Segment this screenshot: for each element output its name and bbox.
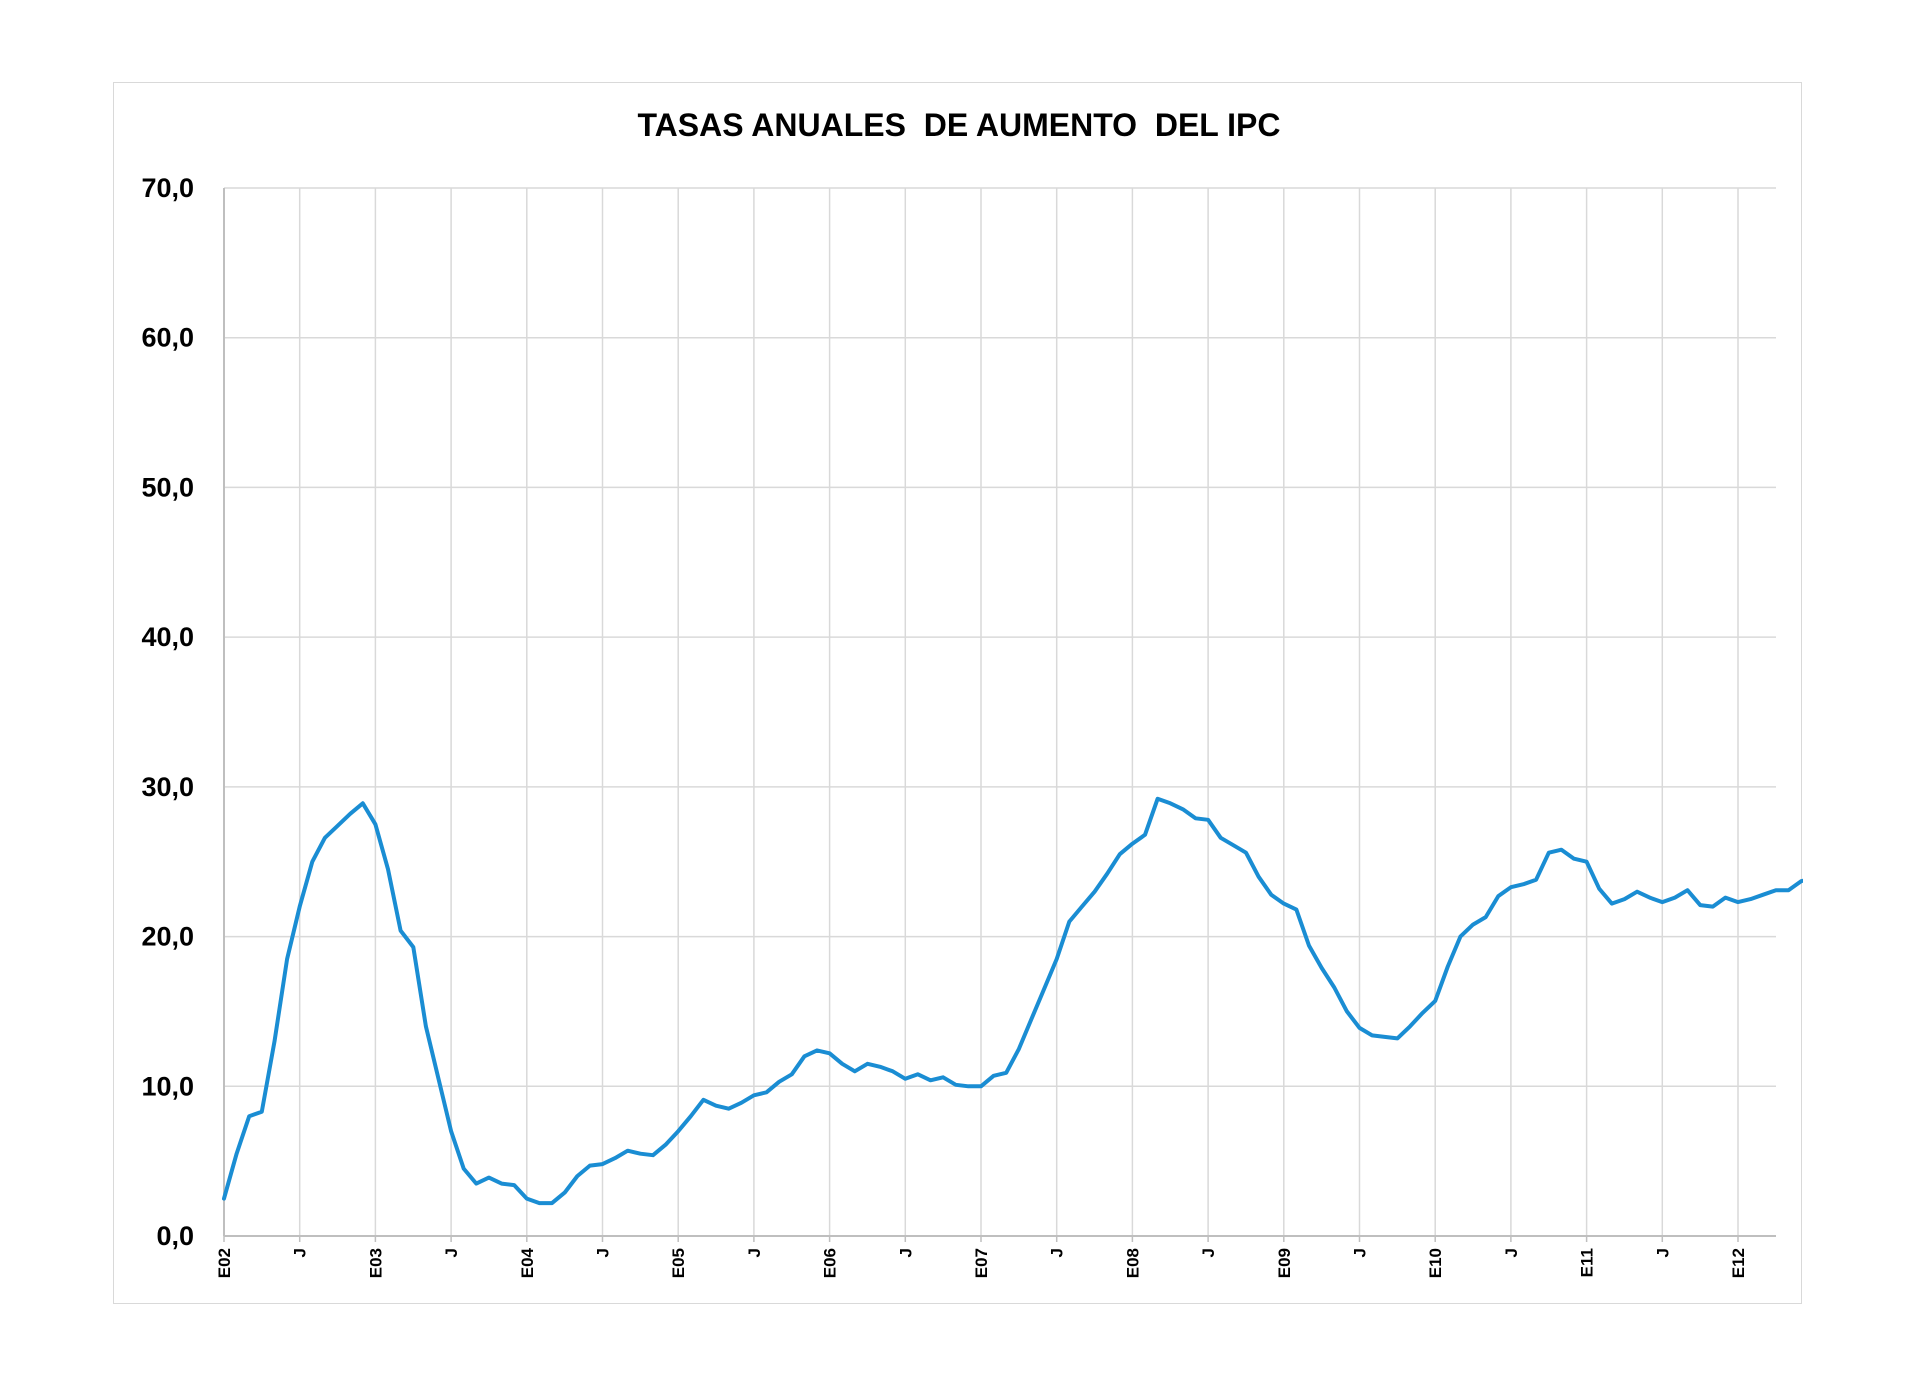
x-tick-label: J <box>1199 1248 1218 1257</box>
x-tick-label: J <box>291 1248 310 1257</box>
y-tick-label: 0,0 <box>156 1221 194 1251</box>
x-tick-label: E08 <box>1123 1248 1142 1278</box>
series-line-ipc <box>222 796 1803 1206</box>
series-layer <box>222 796 1803 1206</box>
x-tick-label: J <box>896 1248 915 1257</box>
y-tick-label: 10,0 <box>141 1071 194 1101</box>
x-tick-label: J <box>442 1248 461 1257</box>
vertical-gridlines <box>298 188 1739 1236</box>
chart-svg: TASAS ANUALES DE AUMENTO DEL IPC 0,0 10,0… <box>141 107 1803 1278</box>
axes <box>223 188 1776 1237</box>
x-tick-label: E05 <box>669 1248 688 1278</box>
y-tick-label: 50,0 <box>141 472 194 502</box>
x-tick-label: J <box>1351 1248 1370 1257</box>
x-tick-label: E10 <box>1426 1248 1445 1278</box>
chart-title: TASAS ANUALES DE AUMENTO DEL IPC <box>637 107 1280 143</box>
x-tick-label: J <box>1653 1248 1672 1257</box>
chart-frame: TASAS ANUALES DE AUMENTO DEL IPC 0,0 10,0… <box>113 82 1803 1304</box>
x-tick-label: E02 <box>215 1248 234 1278</box>
y-tick-label: 70,0 <box>141 173 194 203</box>
x-tick-label: J <box>745 1248 764 1257</box>
x-tick-label: E06 <box>821 1248 840 1278</box>
y-tick-label: 40,0 <box>141 622 194 652</box>
y-tick-labels: 0,0 10,0 20,0 30,0 40,0 50,0 60,0 70,0 <box>141 173 194 1251</box>
y-tick-label: 20,0 <box>141 922 194 952</box>
x-tick-label: E07 <box>972 1248 991 1278</box>
x-tick-label: E11 <box>1578 1248 1597 1277</box>
y-tick-label: 30,0 <box>141 772 194 802</box>
horizontal-gridlines <box>224 187 1776 1088</box>
x-tick-label: J <box>1048 1248 1067 1257</box>
x-tick-label: J <box>594 1248 613 1257</box>
x-tick-labels: E02 J E03 J E04 J E05 J E06 J E07 J E08 J E09 J E10 J E11 J… <box>215 1236 1748 1278</box>
x-tick-label: E03 <box>366 1248 385 1278</box>
x-tick-label: E12 <box>1729 1248 1748 1278</box>
y-tick-label: 60,0 <box>141 323 194 353</box>
x-tick-label: E09 <box>1275 1248 1294 1278</box>
x-tick-label: E04 <box>518 1247 537 1278</box>
x-tick-label: J <box>1502 1248 1521 1257</box>
